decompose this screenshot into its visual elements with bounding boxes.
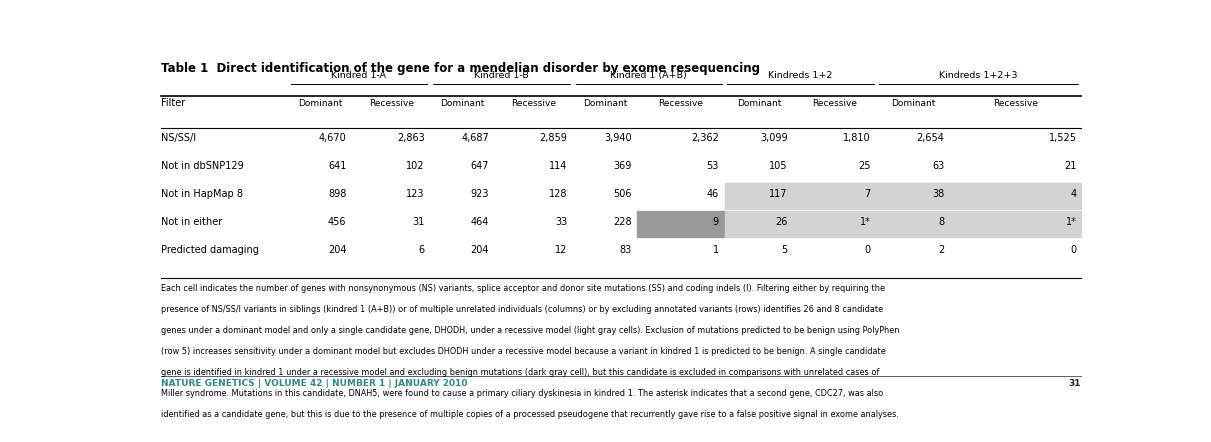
Text: Kindred 1 (A+B): Kindred 1 (A+B) [610, 71, 687, 80]
Text: 4,687: 4,687 [461, 133, 489, 144]
Text: 46: 46 [707, 189, 719, 199]
Text: 3,940: 3,940 [604, 133, 632, 144]
Text: Dominant: Dominant [582, 99, 627, 108]
Text: Table 1  Direct identification of the gene for a mendelian disorder by exome res: Table 1 Direct identification of the gen… [161, 61, 759, 75]
Text: Recessive: Recessive [993, 99, 1038, 108]
Text: 1*: 1* [1066, 217, 1077, 227]
Text: (row 5) increases sensitivity under a dominant model but excludes DHODH under a : (row 5) increases sensitivity under a do… [161, 347, 885, 356]
Text: Recessive: Recessive [659, 99, 704, 108]
Text: 204: 204 [328, 245, 346, 255]
Bar [724, 211, 793, 237]
Bar [949, 211, 1080, 237]
Bar [793, 183, 877, 209]
Text: 26: 26 [775, 217, 788, 227]
Text: 123: 123 [406, 189, 425, 199]
Text: 31: 31 [1068, 379, 1080, 388]
Bar [724, 183, 793, 209]
Text: 4,670: 4,670 [318, 133, 346, 144]
Text: 2: 2 [939, 245, 945, 255]
Text: Dominant: Dominant [736, 99, 781, 108]
Text: 228: 228 [613, 217, 632, 227]
Text: genes under a dominant model and only a single candidate gene, DHODH, under a re: genes under a dominant model and only a … [161, 326, 900, 335]
Text: identified as a candidate gene, but this is due to the presence of multiple copi: identified as a candidate gene, but this… [161, 410, 899, 419]
Text: 369: 369 [613, 161, 632, 171]
Text: Dominant: Dominant [441, 99, 484, 108]
Text: Not in HapMap 8: Not in HapMap 8 [161, 189, 242, 199]
Text: Dominant: Dominant [298, 99, 342, 108]
Text: Kindreds 1+2+3: Kindreds 1+2+3 [940, 71, 1017, 80]
Text: 6: 6 [419, 245, 425, 255]
Text: 25: 25 [859, 161, 871, 171]
Text: 2,859: 2,859 [539, 133, 567, 144]
Text: 1*: 1* [860, 217, 871, 227]
Bar [877, 183, 949, 209]
Text: Recessive: Recessive [813, 99, 857, 108]
Text: 117: 117 [769, 189, 788, 199]
Text: Kindred 1-A: Kindred 1-A [332, 71, 386, 80]
Text: 9: 9 [713, 217, 719, 227]
Text: Miller syndrome. Mutations in this candidate, DNAH5, were found to cause a prima: Miller syndrome. Mutations in this candi… [161, 389, 883, 398]
Text: 114: 114 [549, 161, 567, 171]
Text: 83: 83 [619, 245, 632, 255]
Text: 898: 898 [328, 189, 346, 199]
Text: 12: 12 [555, 245, 567, 255]
Text: 647: 647 [471, 161, 489, 171]
Text: 31: 31 [413, 217, 425, 227]
Text: 63: 63 [932, 161, 945, 171]
Text: NATURE GENETICS | VOLUME 42 | NUMBER 1 | JANUARY 2010: NATURE GENETICS | VOLUME 42 | NUMBER 1 |… [161, 379, 467, 388]
Text: 4: 4 [1071, 189, 1077, 199]
Text: Not in either: Not in either [161, 217, 222, 227]
Text: Kindreds 1+2: Kindreds 1+2 [768, 71, 833, 80]
Text: 923: 923 [471, 189, 489, 199]
Text: 2,362: 2,362 [691, 133, 719, 144]
Text: gene is identified in kindred 1 under a recessive model and excluding benign mut: gene is identified in kindred 1 under a … [161, 368, 879, 377]
Text: 8: 8 [939, 217, 945, 227]
Text: NS/SS/I: NS/SS/I [161, 133, 196, 144]
Text: Not in dbSNP129: Not in dbSNP129 [161, 161, 243, 171]
Text: 1: 1 [713, 245, 719, 255]
Text: 105: 105 [769, 161, 788, 171]
Bar [877, 211, 949, 237]
Text: Recessive: Recessive [511, 99, 556, 108]
Text: 38: 38 [932, 189, 945, 199]
Text: Predicted damaging: Predicted damaging [161, 245, 259, 255]
Text: 0: 0 [1071, 245, 1077, 255]
Bar [949, 183, 1080, 209]
Text: 1,810: 1,810 [843, 133, 871, 144]
Text: 464: 464 [471, 217, 489, 227]
Bar [793, 211, 877, 237]
Text: presence of NS/SS/I variants in siblings (kindred 1 (A+B)) or of multiple unrela: presence of NS/SS/I variants in siblings… [161, 305, 883, 314]
Text: 0: 0 [865, 245, 871, 255]
Text: 5: 5 [781, 245, 788, 255]
Text: Filter: Filter [161, 98, 185, 108]
Text: 102: 102 [406, 161, 425, 171]
Text: Each cell indicates the number of genes with nonsynonymous (NS) variants, splice: Each cell indicates the number of genes … [161, 284, 885, 293]
Text: 21: 21 [1064, 161, 1077, 171]
Text: 2,654: 2,654 [917, 133, 945, 144]
Text: 2,863: 2,863 [397, 133, 425, 144]
Text: 53: 53 [706, 161, 719, 171]
Text: 204: 204 [471, 245, 489, 255]
Text: Recessive: Recessive [368, 99, 414, 108]
Text: 128: 128 [549, 189, 567, 199]
Text: 7: 7 [865, 189, 871, 199]
Text: 456: 456 [328, 217, 346, 227]
Text: Dominant: Dominant [891, 99, 935, 108]
Bar [637, 211, 724, 237]
Text: 3,099: 3,099 [761, 133, 788, 144]
Text: 641: 641 [328, 161, 346, 171]
Text: 506: 506 [613, 189, 632, 199]
Text: 33: 33 [555, 217, 567, 227]
Text: Kindred 1-B: Kindred 1-B [475, 71, 529, 80]
Text: 1,525: 1,525 [1049, 133, 1077, 144]
